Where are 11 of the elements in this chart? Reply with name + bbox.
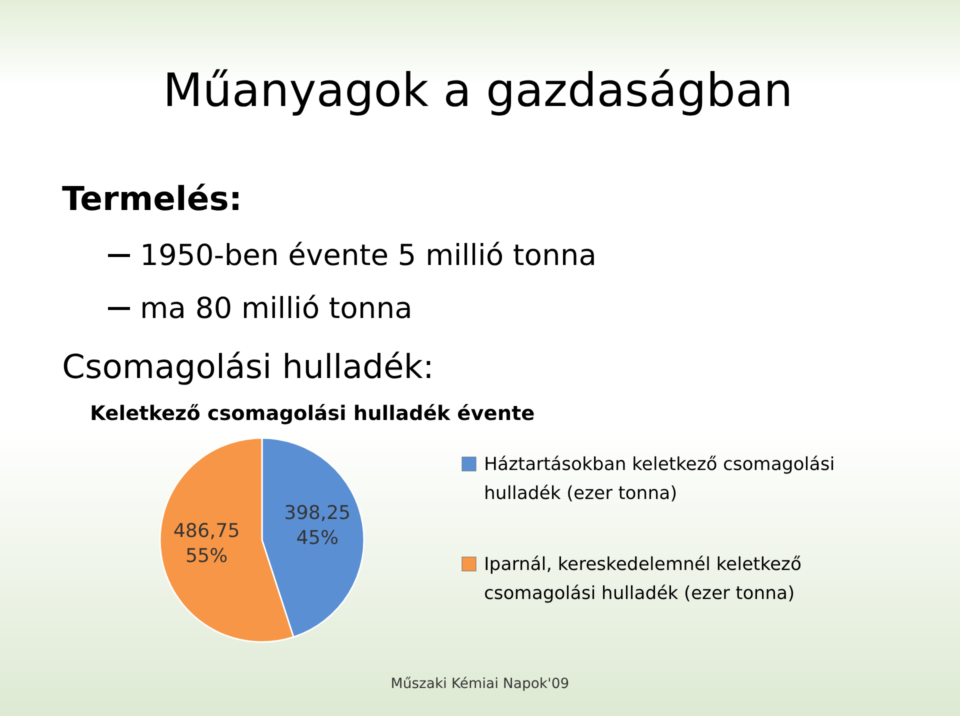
data-label: 398,25 45% [284,502,351,550]
text: 1950-ben évente 5 millió tonna [140,238,597,272]
text: Termelés: [62,179,242,218]
text: Csomagolási hulladék: [62,347,434,386]
legend-label: Háztartásokban keletkező csomagolási hulladék (ezer tonna) [484,454,835,504]
text: Műszaki Kémiai Napok'09 [390,676,570,692]
chart-subtitle: Keletkező csomagolási hulladék évente [90,401,535,425]
data-label: 486,75 55% [173,520,240,567]
chart-title: Műanyagok a gazdaságban [163,63,793,117]
text: ma 80 millió tonna [140,291,412,325]
legend-label: Iparnál, kereskedelemnél keletkező csomagolási hulladék (ezer tonna) [484,554,802,604]
